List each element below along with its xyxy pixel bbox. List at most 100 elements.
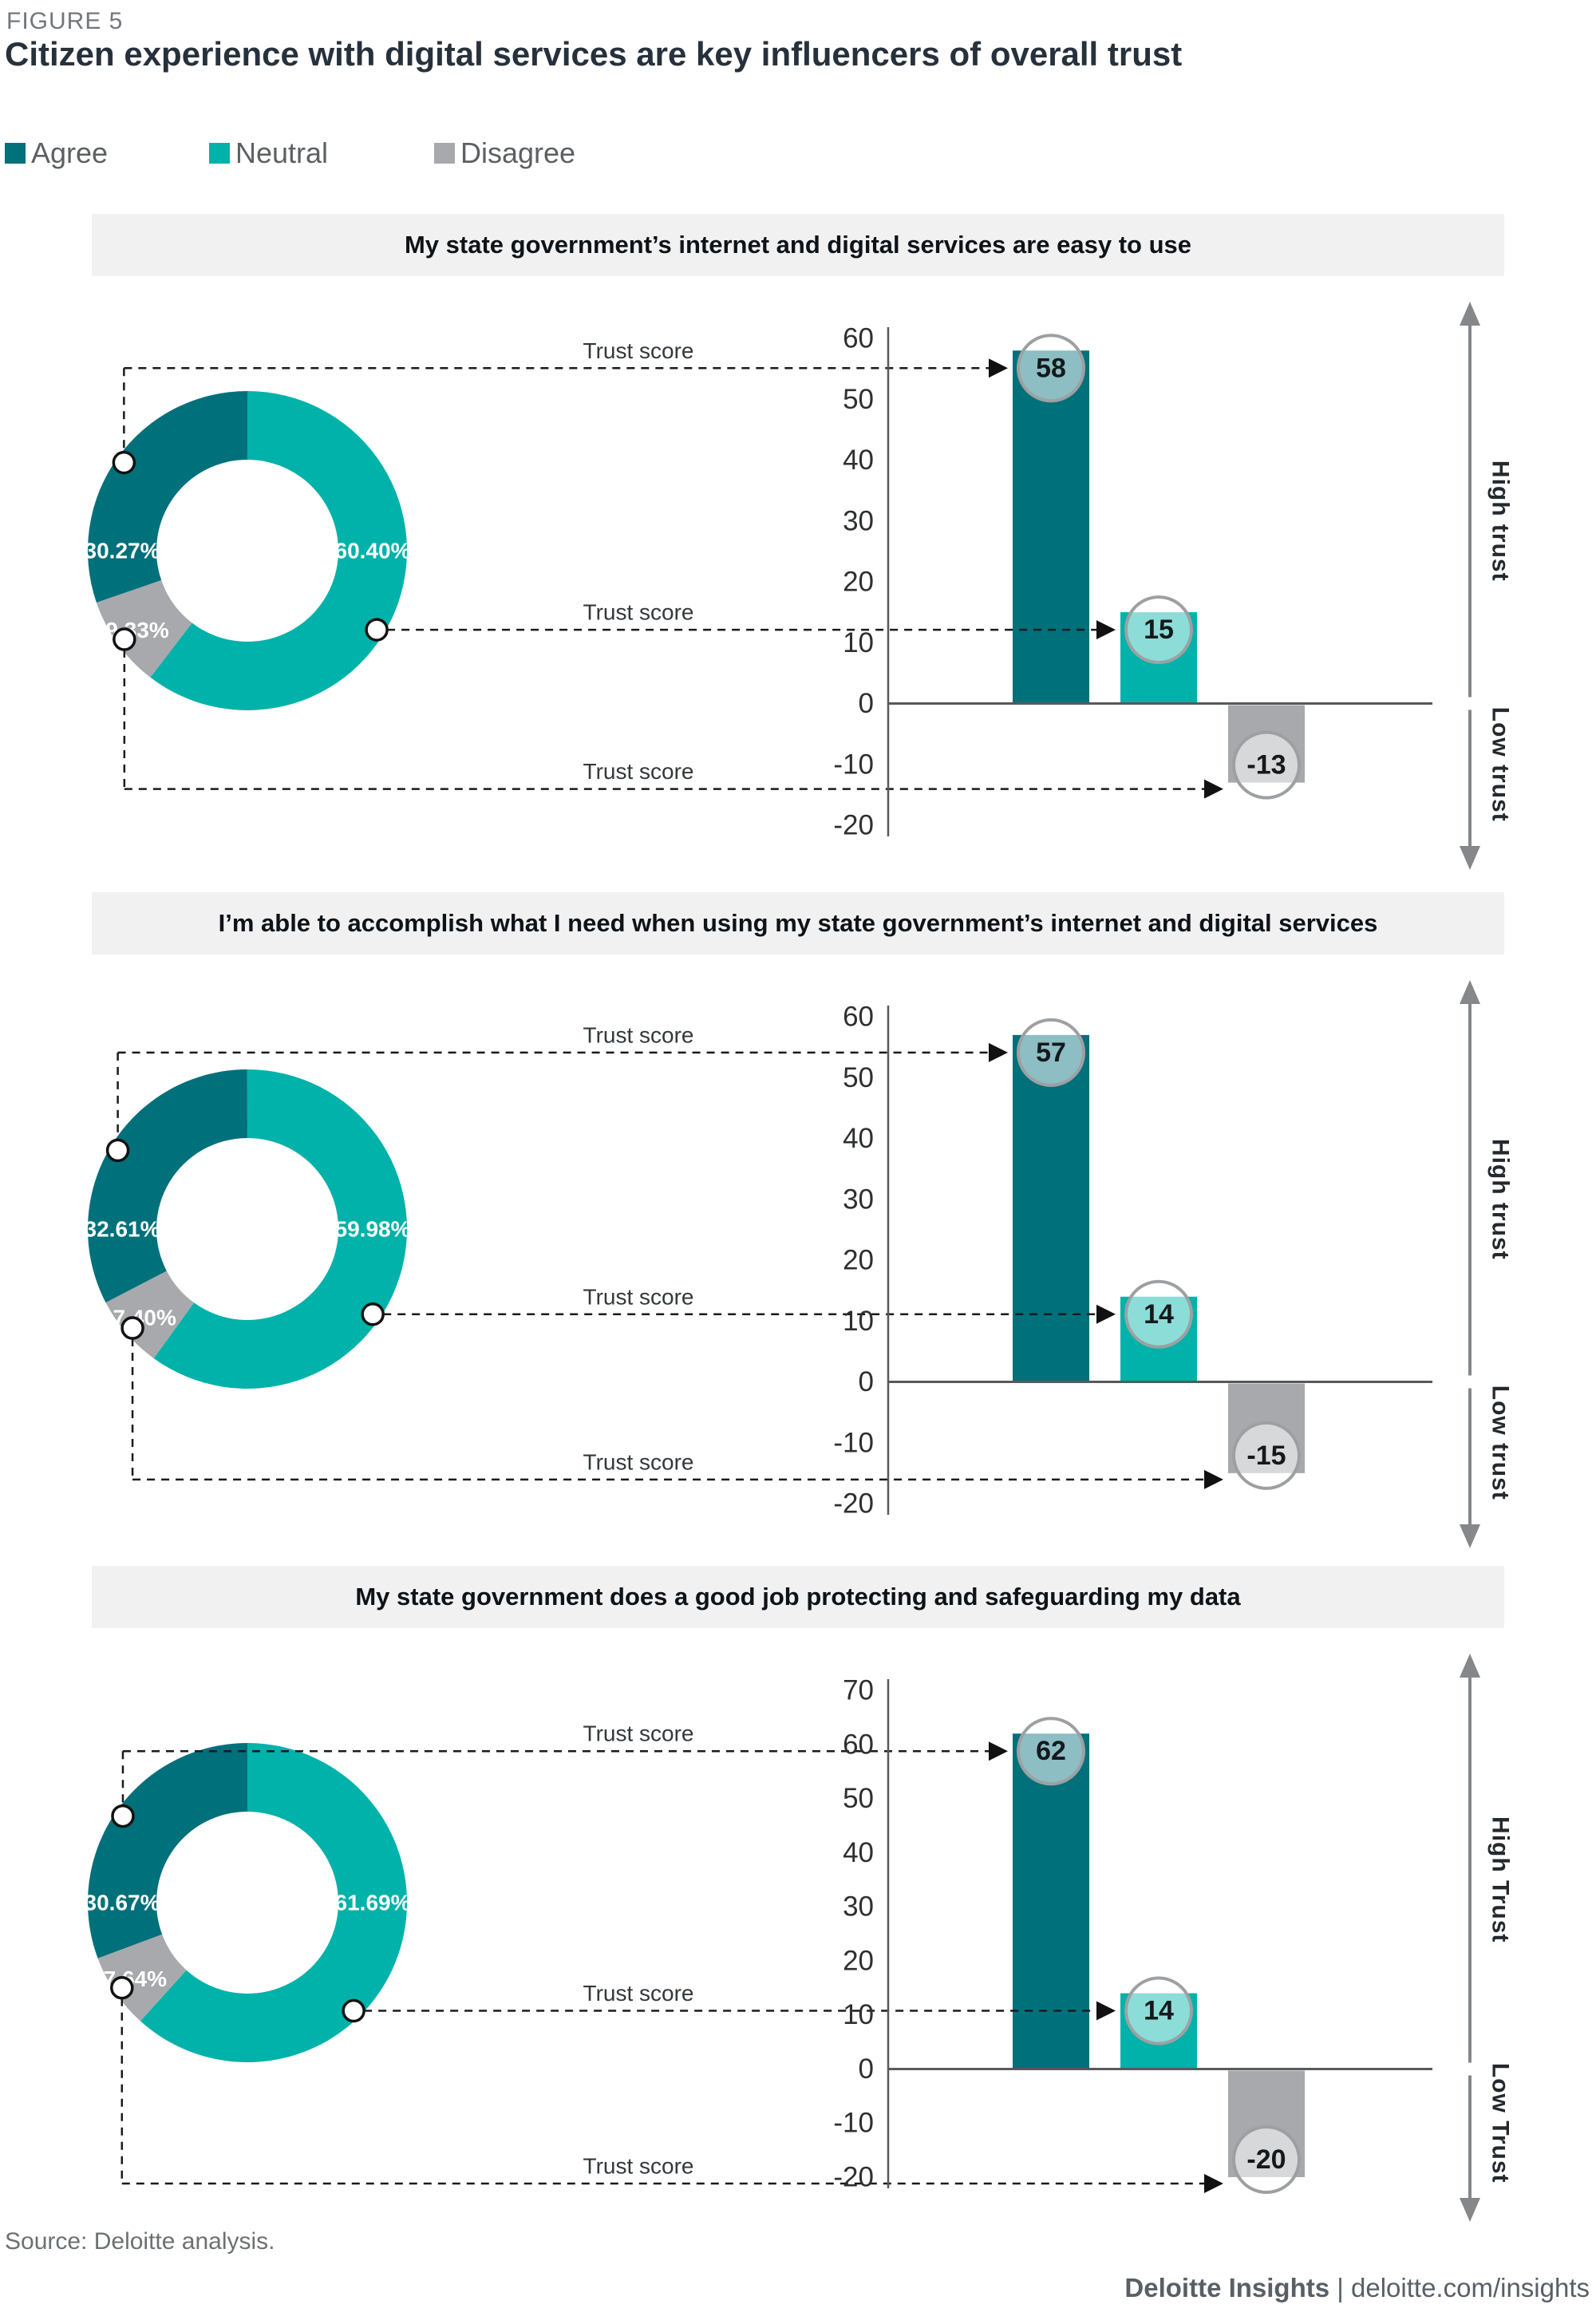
value-badge: [1017, 1018, 1085, 1087]
tick-label: 0: [859, 1366, 874, 1397]
footer-brand-line: Deloitte Insights | deloitte.com/insight…: [1124, 2273, 1590, 2303]
tick-label: 30: [843, 505, 874, 536]
value-badge-label: 58: [1036, 353, 1066, 383]
donut-label-agree: 32.61%: [85, 1217, 160, 1242]
footer-brand: Deloitte Insights: [1124, 2273, 1330, 2302]
tick-label: 30: [843, 1184, 874, 1215]
tick-label: 60: [843, 1729, 874, 1760]
value-badge-label: -13: [1246, 750, 1286, 781]
donut-marker: [112, 450, 136, 475]
figure-label: FIGURE 5: [6, 8, 124, 34]
tick-label: 20: [843, 1245, 874, 1276]
legend-label: Agree: [31, 136, 109, 169]
leader-arrowhead: [1204, 779, 1223, 799]
tick-label: 0: [859, 2053, 874, 2085]
leader-arrowhead: [1096, 2001, 1116, 2021]
arrow-up-icon: [1460, 302, 1480, 326]
high-trust-label: High trust: [1487, 1139, 1514, 1260]
panel-3-statement: My state government does a good job prot…: [92, 1566, 1504, 1628]
tick-label: 0: [859, 688, 874, 719]
tick-label: 20: [843, 567, 874, 598]
tick-label: -10: [833, 2108, 874, 2139]
legend-swatch-agree: [5, 143, 26, 164]
leader-arrowhead: [1204, 2174, 1223, 2193]
tick-label: 20: [843, 1945, 874, 1976]
donut-slice-neutral: [140, 1743, 407, 2062]
tick-label: -20: [833, 1488, 874, 1520]
tick-label: 40: [843, 1837, 874, 1868]
tick-label: 60: [843, 323, 874, 354]
donut-slice-agree: [87, 391, 247, 603]
legend-swatch-disagree: [434, 143, 455, 164]
page-title: Citizen experience with digital services…: [5, 35, 1183, 73]
value-badge: [1017, 334, 1085, 403]
low-trust-label: Low trust: [1487, 1385, 1514, 1500]
leader-arrowhead: [1096, 1304, 1116, 1324]
trust-score-label: Trust score: [583, 1981, 694, 2006]
tick-label: 50: [843, 1062, 874, 1093]
arrow-down-icon: [1460, 1524, 1480, 1548]
trust-score-label: Trust score: [583, 1721, 694, 1746]
donut-marker: [365, 618, 389, 642]
donut-label-agree: 30.27%: [85, 539, 160, 563]
donut-label-neutral: 61.69%: [335, 1891, 411, 1915]
leader-arrowhead: [989, 1042, 1008, 1062]
donut-slice-disagree: [97, 1934, 187, 2022]
donut-label-agree: 30.67%: [85, 1891, 160, 1915]
footer-separator: |: [1329, 2273, 1352, 2302]
leader-arrowhead: [989, 1741, 1008, 1761]
legend-label: Neutral: [235, 136, 329, 169]
tick-label: -20: [833, 810, 874, 841]
donut-slice-neutral: [150, 391, 408, 710]
legend-item-neutral: Neutral: [209, 136, 328, 171]
tick-label: -20: [833, 2162, 874, 2193]
legend-item-agree: Agree: [5, 136, 108, 171]
donut-slice-disagree: [96, 580, 192, 678]
high-trust-label: High Trust: [1487, 1816, 1514, 1943]
bar-agree: [1013, 1733, 1089, 2069]
tick-label: -10: [833, 1427, 874, 1458]
tick-label: 10: [843, 1306, 874, 1337]
panel-2-statement: I’m able to accomplish what I need when …: [92, 892, 1504, 955]
tick-label: 50: [843, 1783, 874, 1814]
value-badge-label: 15: [1144, 615, 1174, 645]
donut-marker: [110, 1975, 134, 2000]
bar-agree: [1013, 1034, 1089, 1382]
donut-label-neutral: 59.98%: [335, 1217, 411, 1242]
high-trust-label: High trust: [1487, 460, 1514, 582]
donut-slice-agree: [88, 1069, 247, 1303]
low-trust-label: Low trust: [1487, 707, 1514, 822]
donut-label-neutral: 60.40%: [335, 539, 411, 563]
value-badge-label: -20: [1246, 2144, 1286, 2175]
value-badge-label: 14: [1144, 1996, 1174, 2026]
low-trust-label: Low Trust: [1487, 2063, 1514, 2184]
value-badge: [1124, 1976, 1193, 2045]
legend-swatch-neutral: [209, 143, 230, 164]
leader-arrowhead: [1096, 620, 1116, 640]
legend-item-disagree: Disagree: [434, 136, 575, 171]
trust-score-label: Trust score: [583, 1284, 694, 1309]
arrow-down-icon: [1460, 2198, 1480, 2222]
value-badge: [1017, 1717, 1085, 1786]
tick-label: 60: [843, 1002, 874, 1033]
tick-label: 40: [843, 1123, 874, 1154]
donut-marker: [361, 1302, 385, 1326]
donut-slice-neutral: [153, 1069, 408, 1389]
donut-slice-disagree: [105, 1271, 195, 1358]
arrow-up-icon: [1460, 1654, 1480, 1678]
trust-score-label: Trust score: [583, 2154, 694, 2179]
tick-label: 10: [843, 1999, 874, 2030]
value-badge: [1124, 1279, 1193, 1349]
tick-label: 30: [843, 1891, 874, 1923]
donut-marker: [105, 1138, 130, 1163]
bar-agree: [1013, 350, 1089, 704]
trust-score-label: Trust score: [583, 759, 694, 784]
panel-1-statement: My state government’s internet and digit…: [92, 214, 1504, 276]
donut-marker: [342, 1998, 365, 2023]
value-badge-label: 57: [1036, 1038, 1066, 1068]
trust-score-label: Trust score: [583, 600, 694, 625]
footer-url: deloitte.com/insights: [1351, 2273, 1590, 2302]
